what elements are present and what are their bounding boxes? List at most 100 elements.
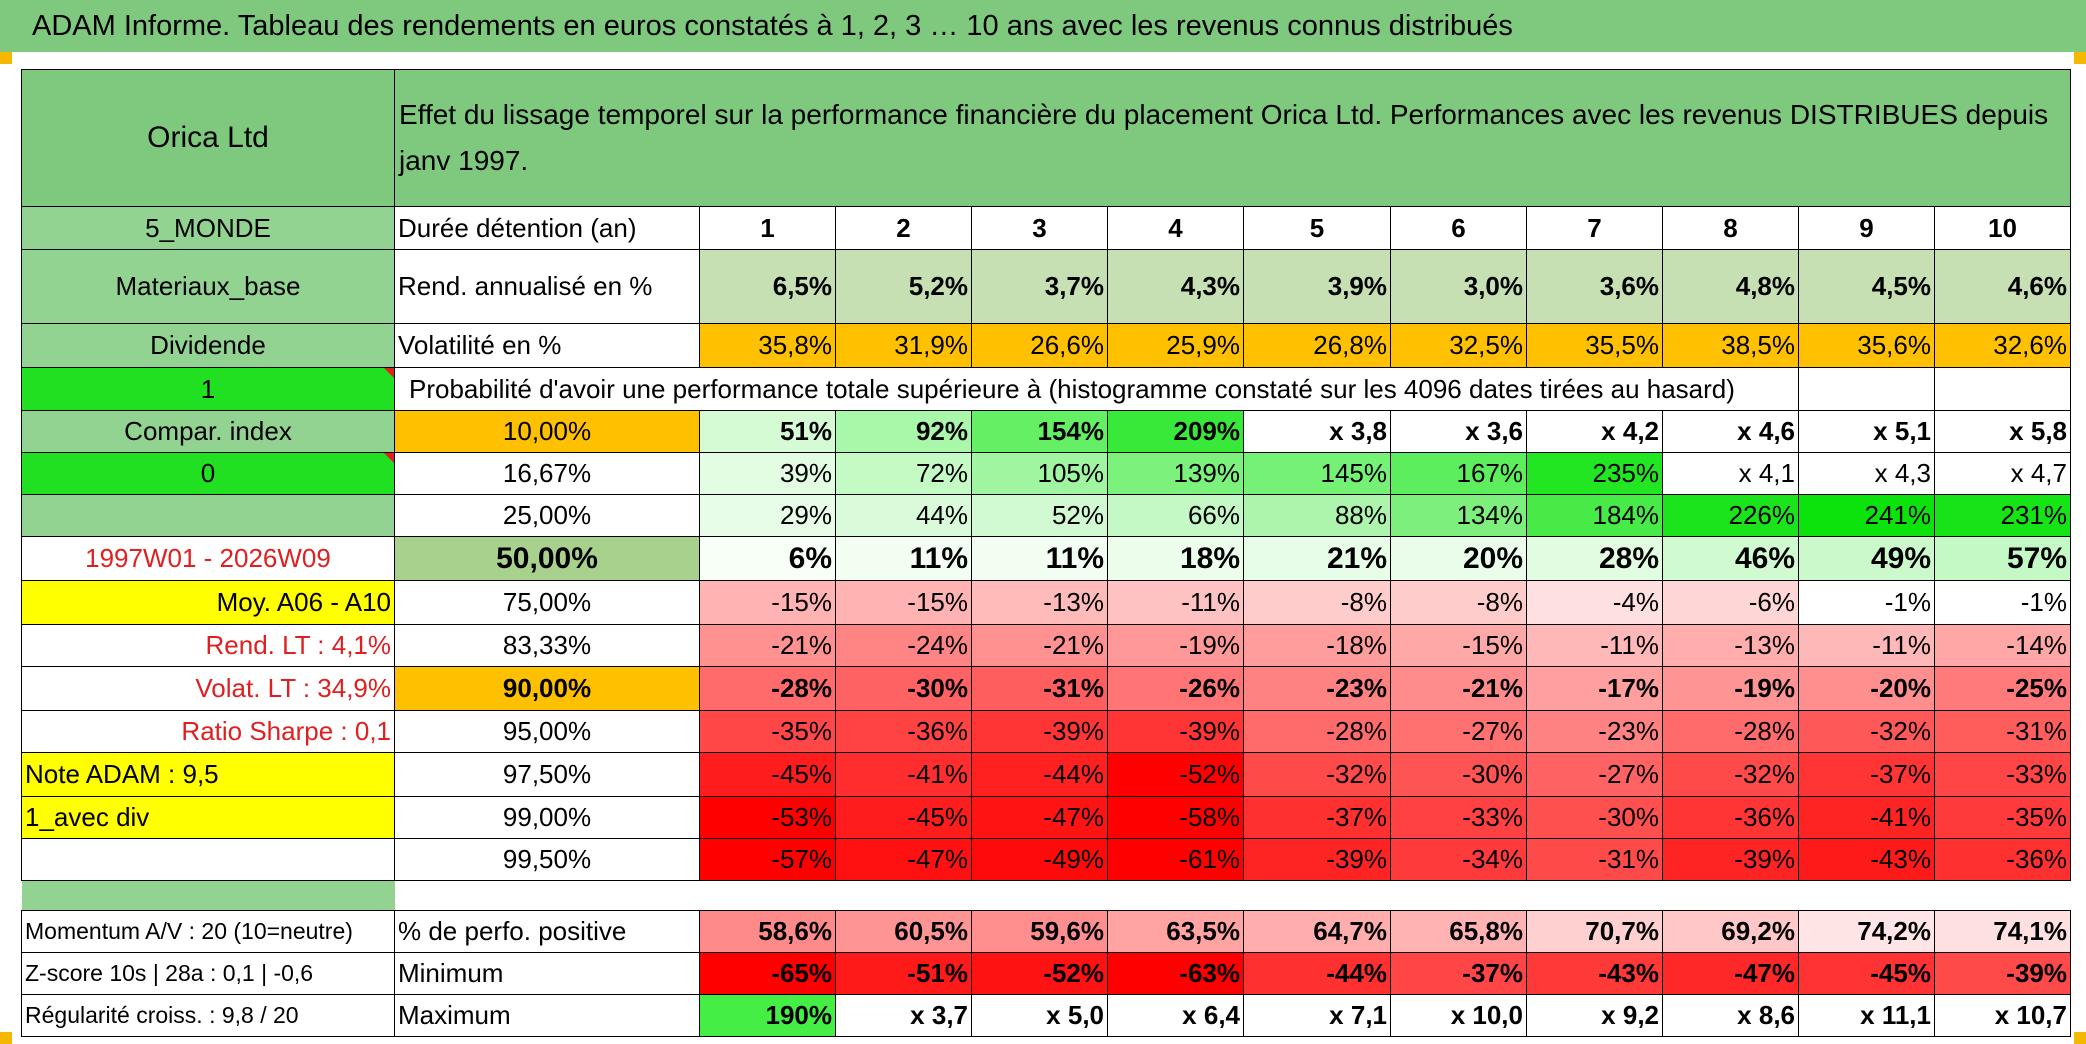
probability-value: 184%: [1526, 494, 1663, 537]
minimum-value: -45%: [1798, 952, 1935, 995]
percentile-label: 99,50%: [394, 838, 700, 881]
volat-value: 32,5%: [1390, 323, 1527, 368]
minimum-value: -65%: [699, 952, 836, 995]
year-header: 2: [835, 206, 972, 250]
volat-value: 31,9%: [835, 323, 972, 368]
probability-value: -33%: [1934, 752, 2071, 797]
probability-value: 235%: [1526, 452, 1663, 495]
probability-value: -21%: [1390, 666, 1527, 711]
rend-value: 5,2%: [835, 249, 972, 324]
maximum-value: x 10,0: [1390, 994, 1527, 1037]
probability-value: -30%: [1390, 752, 1527, 797]
rend-value: 3,0%: [1390, 249, 1527, 324]
volat-value: 32,6%: [1934, 323, 2071, 368]
probability-value: -1%: [1798, 580, 1935, 625]
year-header: 5: [1243, 206, 1391, 250]
maximum-value: x 8,6: [1662, 994, 1799, 1037]
probability-value: -15%: [699, 580, 836, 625]
probability-value: 39%: [699, 452, 836, 495]
year-header: 7: [1526, 206, 1663, 250]
probability-value: 66%: [1107, 494, 1244, 537]
note-label: Note ADAM : 9,5: [21, 752, 395, 797]
probability-value: -24%: [835, 624, 972, 667]
year-header: 4: [1107, 206, 1244, 250]
moy-label: Moy. A06 - A10: [21, 580, 395, 625]
year-header: 3: [971, 206, 1108, 250]
probability-value: 6%: [699, 536, 836, 581]
compar-label: Compar. index: [21, 410, 395, 453]
period-label: 1997W01 - 2026W09: [21, 536, 395, 581]
probability-value: -57%: [699, 838, 836, 881]
probability-value: 11%: [835, 536, 972, 581]
probability-value: -8%: [1243, 580, 1391, 625]
probability-value: 52%: [971, 494, 1108, 537]
minimum-value: -63%: [1107, 952, 1244, 995]
corner-marker-left: [0, 52, 12, 64]
probability-value: 28%: [1526, 536, 1663, 581]
percentile-label: 97,50%: [394, 752, 700, 797]
probability-value: -32%: [1798, 710, 1935, 753]
probability-value: 18%: [1107, 536, 1244, 581]
probability-value: -25%: [1934, 666, 2071, 711]
minimum-value: -44%: [1243, 952, 1391, 995]
probability-value: 88%: [1243, 494, 1391, 537]
probability-value: -49%: [971, 838, 1108, 881]
percentile-label: 10,00%: [394, 410, 700, 453]
probability-value: -23%: [1243, 666, 1391, 711]
maximum-value: x 5,0: [971, 994, 1108, 1037]
probability-value: -21%: [971, 624, 1108, 667]
duree-label: Durée détention (an): [394, 206, 700, 250]
percentile-label: 83,33%: [394, 624, 700, 667]
probability-value: x 4,1: [1662, 452, 1799, 495]
probability-value: -36%: [1662, 796, 1799, 839]
minimum-value: -52%: [971, 952, 1108, 995]
probability-value: x 4,7: [1934, 452, 2071, 495]
percentile-label: 25,00%: [394, 494, 700, 537]
sector-label: Materiaux_base: [21, 249, 395, 324]
minimum-value: -39%: [1934, 952, 2071, 995]
probability-value: -41%: [835, 752, 972, 797]
rend-value: 4,6%: [1934, 249, 2071, 324]
probability-value: -36%: [835, 710, 972, 753]
probability-value: -39%: [1243, 838, 1391, 881]
probability-value: -35%: [1934, 796, 2071, 839]
probability-value: -19%: [1107, 624, 1244, 667]
minimum-value: -47%: [1662, 952, 1799, 995]
volat-value: 25,9%: [1107, 323, 1244, 368]
probability-value: -14%: [1934, 624, 2071, 667]
probability-value: -44%: [971, 752, 1108, 797]
probability-value: -28%: [699, 666, 836, 711]
volat-value: 38,5%: [1662, 323, 1799, 368]
flag-one: 1: [21, 367, 395, 411]
probability-value: -23%: [1526, 710, 1663, 753]
volat-value: 35,5%: [1526, 323, 1663, 368]
probability-value: x 3,6: [1390, 410, 1527, 453]
probability-value: -20%: [1798, 666, 1935, 711]
probability-value: -19%: [1662, 666, 1799, 711]
rend-value: 3,6%: [1526, 249, 1663, 324]
rend-value: 3,7%: [971, 249, 1108, 324]
year-header: 9: [1798, 206, 1935, 250]
rend-value: 4,8%: [1662, 249, 1799, 324]
positive-value: 69,2%: [1662, 910, 1799, 953]
probability-value: 154%: [971, 410, 1108, 453]
probability-value: -45%: [699, 752, 836, 797]
probability-value: 11%: [971, 536, 1108, 581]
probability-value: -8%: [1390, 580, 1527, 625]
type-label: Dividende: [21, 323, 395, 368]
probability-value: 167%: [1390, 452, 1527, 495]
probability-value: -61%: [1107, 838, 1244, 881]
positive-value: 58,6%: [699, 910, 836, 953]
rend-value: 6,5%: [699, 249, 836, 324]
probability-value: 241%: [1798, 494, 1935, 537]
positive-value: 74,1%: [1934, 910, 2071, 953]
probability-value: -39%: [1107, 710, 1244, 753]
probability-value: -34%: [1390, 838, 1527, 881]
volat-value: 26,8%: [1243, 323, 1391, 368]
minimum-value: -43%: [1526, 952, 1663, 995]
probability-value: -15%: [1390, 624, 1527, 667]
avec-div-label: 1_avec div: [21, 796, 395, 839]
rend-value: 4,3%: [1107, 249, 1244, 324]
volat-value: 35,8%: [699, 323, 836, 368]
probability-value: -39%: [1662, 838, 1799, 881]
